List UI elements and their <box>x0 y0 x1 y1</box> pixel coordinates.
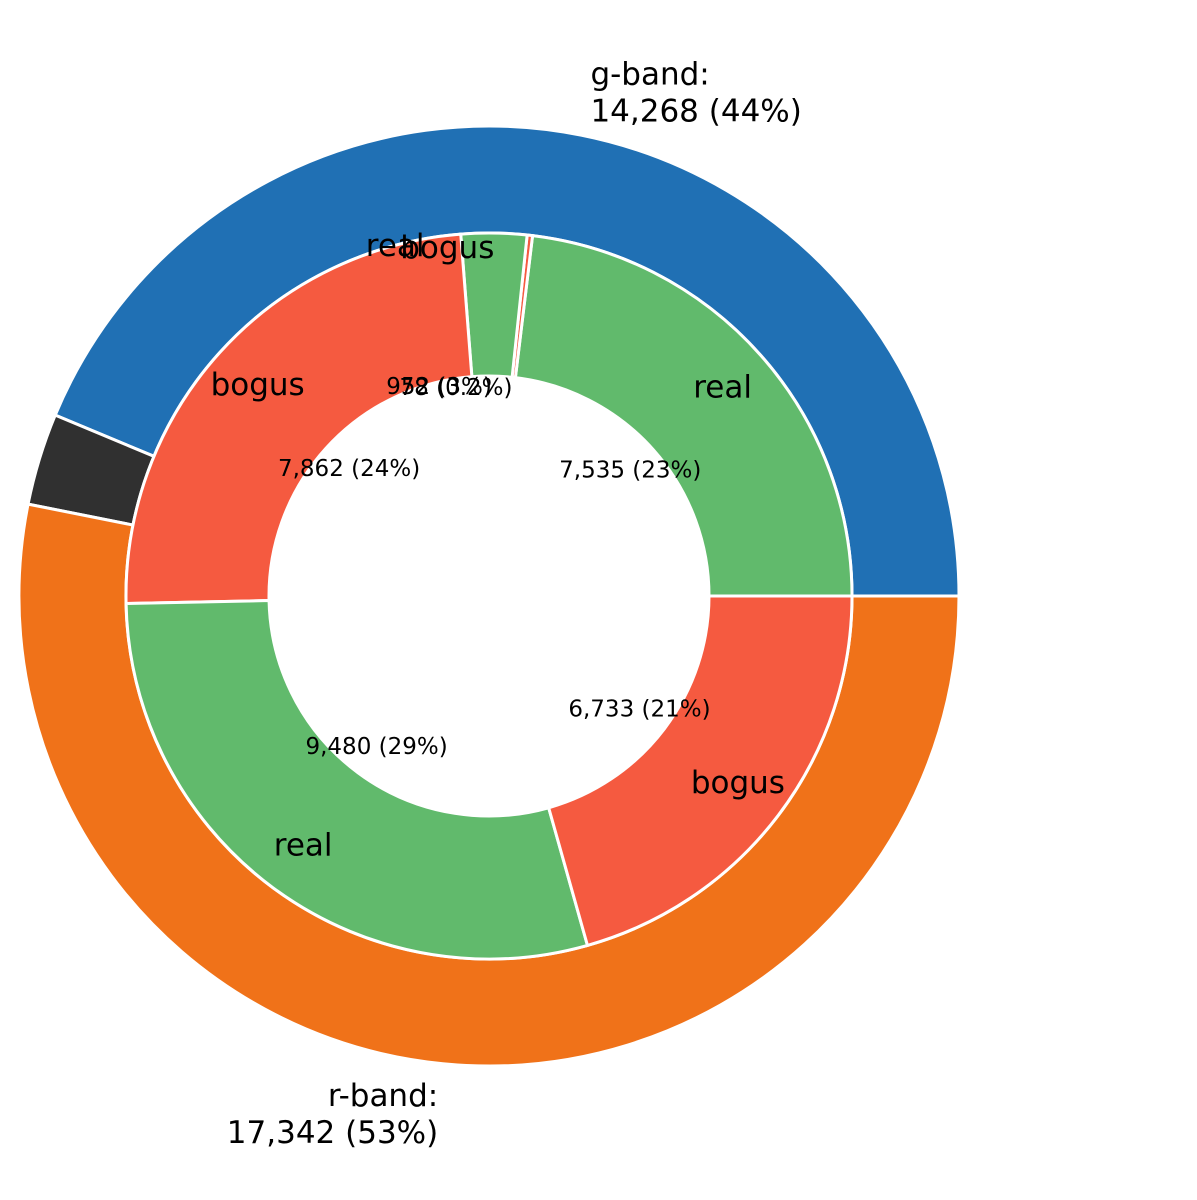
outer-label-value: 17,342 (53%) <box>227 1115 438 1151</box>
outer-label-name: r-band: <box>328 1078 438 1114</box>
outer-label-value: 14,268 (44%) <box>590 94 801 130</box>
inner-class-label-r-band-real: real <box>274 827 333 863</box>
inner-class-label-g-band-real: real <box>693 369 752 405</box>
outer-label-r-band: r-band: 17,342 (53%) <box>227 1078 438 1151</box>
inner-count-label-g-band-real: 7,535 (23%) <box>559 457 701 483</box>
inner-class-label-r-band-bogus: bogus <box>211 367 305 403</box>
inner-count-label-r-band-real: 9,480 (29%) <box>305 734 447 760</box>
inner-count-label-r-band-bogus: 7,862 (24%) <box>278 456 420 482</box>
inner-slice-g-band-bogus <box>546 594 854 948</box>
inner-slice-r-band-bogus <box>124 232 474 606</box>
chart-labels: g-band:14,268 (44%)i-band:1,030 (3%)r-ba… <box>211 56 802 1151</box>
inner-count-label-i-band-bogus: 78 (0.2%) <box>400 375 513 401</box>
inner-count-label-g-band-bogus: 6,733 (21%) <box>568 696 710 722</box>
inner-class-label-g-band-bogus: bogus <box>691 765 785 801</box>
inner-ring <box>124 231 854 961</box>
inner-slice-g-band-real <box>513 233 854 598</box>
outer-label-name: g-band: <box>590 56 709 92</box>
inner-count-label-i-band-real: 952 (3%) <box>386 374 492 400</box>
inner-slice-r-band-real <box>124 599 590 961</box>
outer-label-g-band: g-band: 14,268 (44%) <box>590 56 801 129</box>
inner-class-label-i-band-bogus: bogus <box>400 230 494 266</box>
inner-class-label-i-band-real: real <box>366 228 425 264</box>
